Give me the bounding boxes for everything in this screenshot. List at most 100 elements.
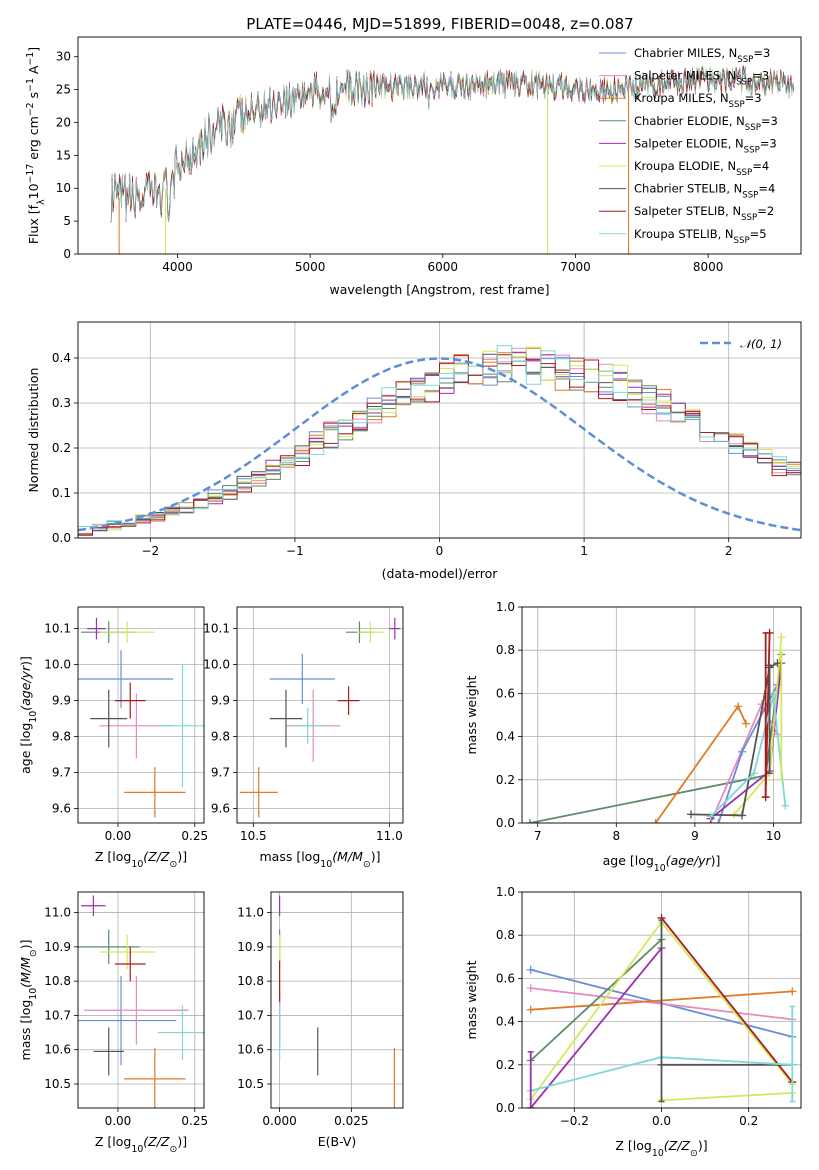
histogram-step bbox=[78, 352, 801, 534]
label-text: Chabrier MILES, N bbox=[634, 46, 737, 60]
x-tick-label: 8000 bbox=[693, 260, 724, 274]
plot-area bbox=[78, 895, 204, 1108]
script-text: 10 bbox=[28, 988, 39, 1000]
y-tick-label: 10.9 bbox=[44, 940, 71, 954]
legend-entry: Salpeter ELODIE, NSSP=3 bbox=[634, 136, 777, 155]
axes-frame bbox=[521, 891, 802, 1109]
y-tick-label: 10.1 bbox=[44, 622, 71, 636]
x-tick-label: 11.0 bbox=[376, 829, 403, 843]
axes-frame bbox=[77, 891, 205, 1109]
weight-marker bbox=[526, 984, 535, 993]
legend-entry: Chabrier ELODIE, NSSP=3 bbox=[634, 114, 778, 133]
script-text: ⊙ bbox=[690, 1148, 698, 1159]
plot-area bbox=[78, 345, 801, 536]
y-tick-label: 9.6 bbox=[52, 802, 71, 816]
y-tick-label: 20 bbox=[56, 115, 71, 129]
y-tick-label: 9.7 bbox=[52, 766, 71, 780]
x-axis-label: (data-model)/error bbox=[382, 566, 499, 581]
y-tick-label: 9.8 bbox=[211, 730, 230, 744]
legend-entry: Kroupa MILES, NSSP=3 bbox=[634, 91, 762, 110]
x-tick-label: 7 bbox=[534, 829, 542, 843]
y-tick-label: 0.8 bbox=[496, 643, 515, 657]
label-text: )] bbox=[371, 849, 381, 864]
y-tick-label: 5 bbox=[63, 214, 71, 228]
errorbar-point bbox=[114, 946, 146, 982]
x-axis-label: mass [log10(M/M⊙)] bbox=[260, 849, 381, 870]
y-axis-label: mass weight bbox=[464, 675, 479, 754]
label-text: )] bbox=[18, 656, 33, 666]
label-text: Kroupa MILES, N bbox=[634, 91, 729, 105]
label-text: )] bbox=[711, 853, 721, 868]
legend-entry: Chabrier STELIB, NSSP=4 bbox=[634, 182, 775, 201]
x-tick-label: −0.2 bbox=[560, 1114, 589, 1128]
label-text: )] bbox=[177, 1134, 187, 1149]
y-axis-label: Flux [fλ10−17 erg cm−2 s−1 A−1] bbox=[25, 47, 47, 244]
legend-entry: 𝒩(0, 1) bbox=[740, 337, 782, 351]
legend-entry: Kroupa ELODIE, NSSP=4 bbox=[634, 159, 769, 178]
weight-marker bbox=[714, 819, 723, 823]
y-tick-label: 10.6 bbox=[237, 1043, 264, 1057]
errorbar-point bbox=[93, 1027, 125, 1076]
errorbar-point bbox=[291, 707, 325, 744]
x-tick-label: 0.25 bbox=[181, 1114, 208, 1128]
label-text: =4 bbox=[758, 182, 775, 196]
y-axis-label: Normed distribution bbox=[26, 368, 41, 493]
label-text: Z [log bbox=[95, 849, 131, 864]
plot-area bbox=[279, 895, 395, 1108]
x-tick-label: 10 bbox=[766, 829, 781, 843]
x-tick-label: 10.5 bbox=[240, 829, 267, 843]
y-tick-label: 10.7 bbox=[44, 1008, 71, 1022]
errorbar-point bbox=[90, 689, 128, 748]
label-text: )] bbox=[177, 849, 187, 864]
axes-age_vs_Z: 0.00 0.25 9.6 9.7 9.8 9.9 10.0 10.1 bbox=[44, 606, 208, 843]
errorbar-point bbox=[78, 929, 140, 964]
errorbar-point bbox=[78, 650, 174, 708]
label-text: =2 bbox=[757, 204, 774, 218]
weight-marker bbox=[525, 819, 534, 823]
label-text: Z [log bbox=[615, 1138, 651, 1153]
y-tick-label: 0.4 bbox=[496, 1015, 515, 1029]
label-text: Kroupa ELODIE, N bbox=[634, 159, 736, 173]
x-tick-label: 8 bbox=[612, 829, 620, 843]
x-tick-label: 1 bbox=[580, 544, 588, 558]
y-tick-label: 30 bbox=[56, 50, 71, 64]
y-axis-label: age [log10(age/yr)] bbox=[18, 656, 39, 774]
weight-marker bbox=[773, 659, 782, 668]
label-text: (Z/Z bbox=[143, 849, 170, 864]
script-text: −1 bbox=[25, 78, 36, 92]
x-axis-label: Z [log10(Z/Z⊙)] bbox=[615, 1138, 707, 1159]
weight-marker bbox=[769, 691, 778, 700]
y-tick-label: 0.3 bbox=[52, 396, 71, 410]
weight-marker bbox=[777, 633, 786, 642]
x-tick-label: 9 bbox=[691, 829, 699, 843]
x-tick-label: 7000 bbox=[560, 260, 591, 274]
y-tick-label: 0.6 bbox=[496, 686, 515, 700]
script-text: 10 bbox=[652, 1148, 664, 1159]
label-text: Salpeter STELIB, N bbox=[634, 204, 741, 218]
label-text: ] bbox=[26, 47, 41, 52]
label-text: Z [log bbox=[95, 1134, 131, 1149]
errorbar-point bbox=[87, 617, 106, 640]
y-tick-label: 0.6 bbox=[496, 971, 515, 985]
label-text: (age/yr bbox=[666, 853, 712, 868]
x-axis-label: Z [log10(Z/Z⊙)] bbox=[95, 849, 187, 870]
y-tick-label: 11.0 bbox=[44, 906, 71, 920]
errorbar-point bbox=[84, 976, 189, 1045]
y-tick-label: 0.2 bbox=[496, 1058, 515, 1072]
script-text: SSP bbox=[744, 145, 760, 155]
y-axis-label: mass [log10(M/M⊙)] bbox=[18, 940, 39, 1061]
label-text: Salpeter MILES, N bbox=[634, 69, 736, 83]
weight-line bbox=[530, 947, 663, 1108]
weight-line bbox=[709, 695, 787, 818]
y-tick-label: 9.8 bbox=[52, 730, 71, 744]
x-tick-label: 0 bbox=[436, 544, 444, 558]
label-text: =3 bbox=[752, 69, 769, 83]
y-tick-label: 0.1 bbox=[52, 486, 71, 500]
axes-mass_vs_ebv: 0.000 0.025 10.5 10.6 10.7 10.8 10.9 11.0 bbox=[237, 891, 404, 1128]
y-tick-label: 9.9 bbox=[52, 694, 71, 708]
x-tick-label: 0.000 bbox=[262, 1114, 296, 1128]
x-tick-label: 0.00 bbox=[105, 1114, 132, 1128]
weight-marker bbox=[526, 965, 535, 974]
label-text: mass [log bbox=[18, 1000, 33, 1061]
y-tick-label: 1.0 bbox=[496, 885, 515, 899]
